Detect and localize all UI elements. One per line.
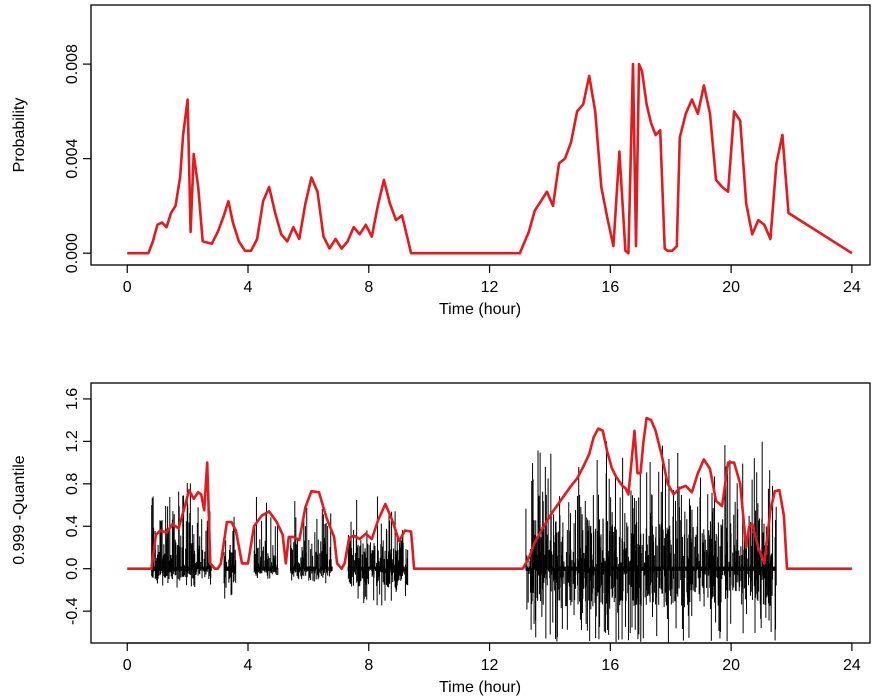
x-axis: 0 4 8 12 16 20 24 [123, 264, 861, 296]
y-axis: 0.000 0.004 0.008 [64, 44, 92, 273]
x-tick-label: 0 [123, 279, 132, 296]
x-tick-label: 20 [722, 657, 740, 674]
x-tick-label: 20 [722, 279, 740, 296]
y-tick-label: -0.4 [64, 597, 81, 625]
x-tick-label: 12 [481, 657, 499, 674]
x-tick-label: 24 [843, 657, 861, 674]
probability-series [127, 62, 853, 255]
series-line [127, 62, 853, 255]
y-tick-label: 0.000 [64, 233, 81, 273]
y-tick-label: 1.2 [64, 430, 81, 452]
y-axis-label: Probability [11, 98, 28, 173]
y-axis: -0.4 0.0 0.4 0.8 1.2 1.6 [64, 388, 92, 625]
x-tick-label: 16 [601, 279, 619, 296]
x-tick-label: 16 [601, 657, 619, 674]
plot-frame [90, 4, 871, 266]
x-tick-label: 8 [364, 657, 373, 674]
y-tick-label: 0.008 [64, 44, 81, 84]
y-tick-label: 1.6 [64, 388, 81, 410]
x-tick-label: 4 [244, 657, 253, 674]
x-tick-label: 12 [481, 279, 499, 296]
x-tick-label: 0 [123, 657, 132, 674]
y-tick-label: 0.4 [64, 515, 81, 537]
y-tick-label: 0.0 [64, 557, 81, 579]
series-line [127, 416, 852, 571]
quantile-envelope-series [127, 416, 852, 571]
spike-series [151, 441, 777, 643]
x-axis-label: Time (hour) [439, 301, 521, 318]
x-tick-label: 4 [244, 279, 253, 296]
x-axis: 0 4 8 12 16 20 24 [123, 642, 861, 674]
x-axis-label: Time (hour) [439, 679, 521, 696]
x-tick-label: 8 [364, 279, 373, 296]
y-tick-label: 0.004 [64, 139, 81, 179]
x-tick-label: 24 [843, 279, 861, 296]
y-tick-label: 0.8 [64, 473, 81, 495]
y-axis-label: 0.999 -Quantile [11, 455, 28, 565]
quantile-panel: -0.4 0.0 0.4 0.8 1.2 1.6 0 4 8 12 16 20 24 Time (ho… [11, 382, 871, 696]
